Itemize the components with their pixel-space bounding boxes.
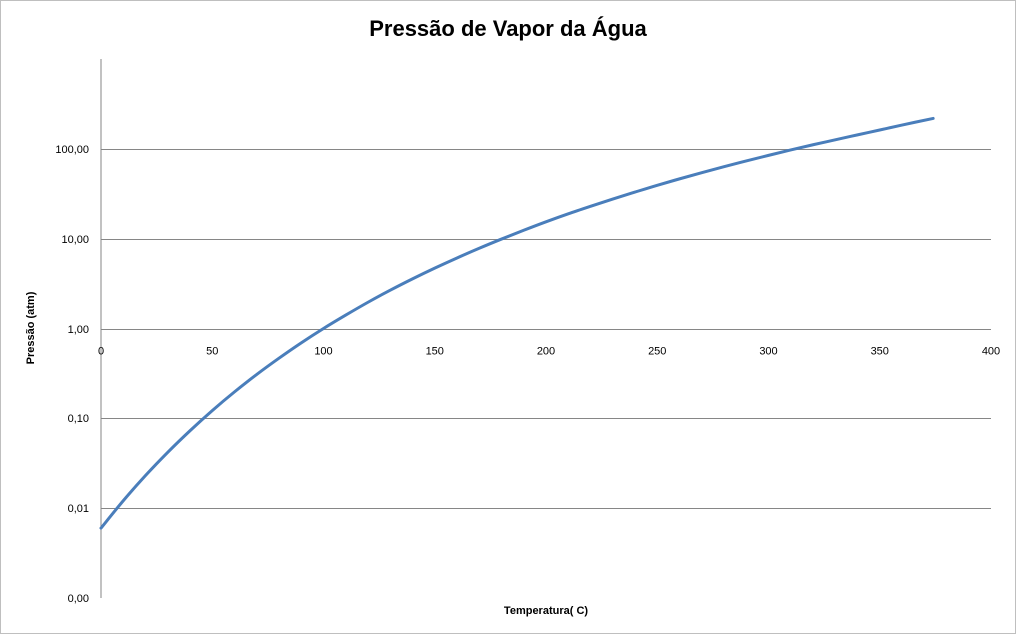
chart-title: Pressão de Vapor da Água <box>369 16 647 41</box>
gridlines <box>101 149 991 509</box>
y-tick-label: 100,00 <box>55 144 89 156</box>
x-tick-label: 100 <box>314 346 332 358</box>
y-tick-label: 10,00 <box>61 234 89 246</box>
x-tick-label: 300 <box>759 346 777 358</box>
y-tick-labels: 0,00 0,01 0,10 1,00 10,00 100,00 <box>55 144 89 605</box>
x-tick-label: 50 <box>206 346 218 358</box>
y-tick-label: 0,00 <box>68 593 89 605</box>
x-tick-label: 150 <box>426 346 444 358</box>
y-tick-label: 0,01 <box>68 503 89 515</box>
x-tick-labels: 0 50 100 150 200 250 300 350 400 <box>98 346 1000 358</box>
x-tick-label: 400 <box>982 346 1000 358</box>
x-axis-title: Temperatura( C) <box>504 605 588 617</box>
x-tick-label: 200 <box>537 346 555 358</box>
y-tick-label: 1,00 <box>68 324 89 336</box>
series-line-vapor-pressure <box>99 116 935 530</box>
x-tick-label: 0 <box>98 346 104 358</box>
x-tick-label: 250 <box>648 346 666 358</box>
y-tick-label: 0,10 <box>68 413 89 425</box>
x-tick-label: 350 <box>871 346 889 358</box>
y-axis-title: Pressão (atm) <box>25 291 37 364</box>
